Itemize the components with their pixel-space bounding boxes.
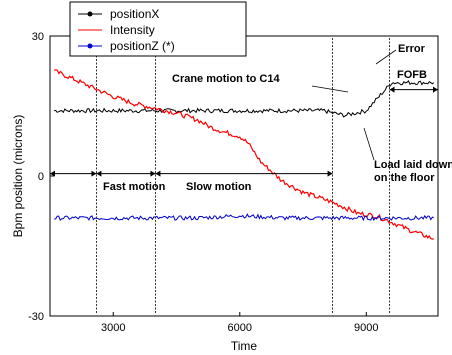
y-axis-label: Bpm position (microns) <box>11 115 25 238</box>
series-line-intensity <box>53 69 434 240</box>
error-pointer-line <box>375 49 397 65</box>
slow-start-arrow-head-right <box>150 170 156 177</box>
y-tick-label: 0 <box>38 171 44 183</box>
legend-label-intensity: Intensity <box>110 23 155 37</box>
x-axis-label: Time <box>231 339 258 353</box>
y-tick-label: 30 <box>32 31 44 43</box>
legend: positionX Intensity positionZ (*) <box>69 1 247 57</box>
slow-motion-arrow-head-right <box>327 170 333 177</box>
y-tick-label: -30 <box>28 311 44 323</box>
crane-pointer-line <box>311 85 349 93</box>
annotation-fast-motion: Fast motion <box>103 181 166 193</box>
series-line-positionz <box>54 213 435 222</box>
x-tick-label: 6000 <box>228 322 252 334</box>
annotation-load-laid-down: Load laid down <box>374 159 452 171</box>
legend-marker-positionz <box>87 43 93 49</box>
series-line-positionx <box>54 80 435 118</box>
fofb-arrow-head-left <box>389 86 395 93</box>
slow-start-arrow-head-left <box>96 170 102 177</box>
fast-motion-arrow-head-right <box>91 170 97 177</box>
legend-marker-positionx <box>87 11 93 17</box>
legend-item-intensity: Intensity <box>78 23 155 37</box>
annotation-slow-motion: Slow motion <box>186 181 252 193</box>
annotation-on-the-floor: on the floor <box>374 172 435 184</box>
x-tick-label: 9000 <box>354 322 378 334</box>
legend-label-positionz: positionZ (*) <box>110 39 175 53</box>
legend-item-positionz: positionZ (*) <box>78 39 175 53</box>
x-tick-label: 3000 <box>101 322 125 334</box>
legend-item-positionx: positionX <box>78 7 159 21</box>
fast-motion-arrow-head-left <box>50 170 55 177</box>
load-pointer-line <box>363 127 375 161</box>
annotation-fofb: FOFB <box>397 69 427 81</box>
annotation-error: Error <box>398 43 426 55</box>
legend-label-positionx: positionX <box>110 7 159 21</box>
slow-motion-arrow-head-left <box>155 170 161 177</box>
legend-box <box>69 1 247 57</box>
annotation-crane-motion: Crane motion to C14 <box>172 73 280 85</box>
fofb-arrow-head-right <box>433 86 438 93</box>
